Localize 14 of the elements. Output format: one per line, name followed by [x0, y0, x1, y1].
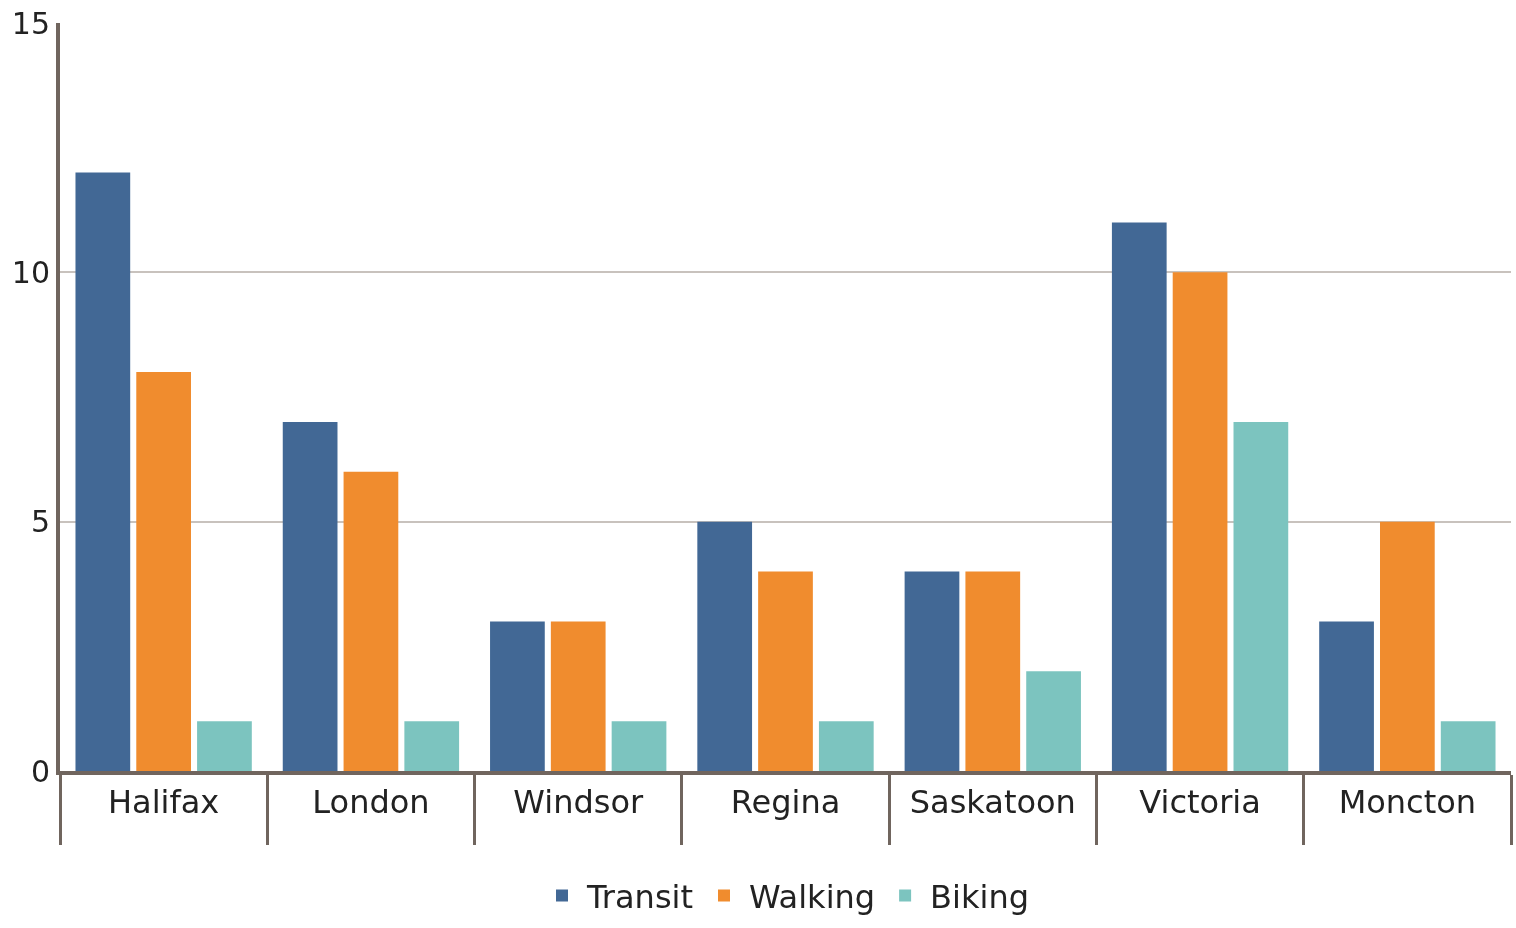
y-tick-label: 0 — [30, 753, 50, 789]
x-tick-label: Regina — [730, 783, 841, 822]
x-tick-label: Victoria — [1139, 783, 1261, 822]
y-tick-label: 15 — [11, 5, 50, 41]
y-tick-label: 5 — [30, 504, 50, 540]
legend-label: Transit — [586, 878, 693, 917]
x-tick-label: London — [312, 783, 430, 822]
y-tick-label: 10 — [11, 254, 50, 290]
x-tick-label: Moncton — [1338, 783, 1477, 822]
x-tick-label: Halifax — [108, 783, 220, 822]
x-tick-label: Saskatoon — [909, 783, 1076, 822]
x-tick-label: Windsor — [513, 783, 644, 822]
legend-label: Biking — [930, 878, 1029, 917]
legend-label: Walking — [749, 878, 876, 917]
